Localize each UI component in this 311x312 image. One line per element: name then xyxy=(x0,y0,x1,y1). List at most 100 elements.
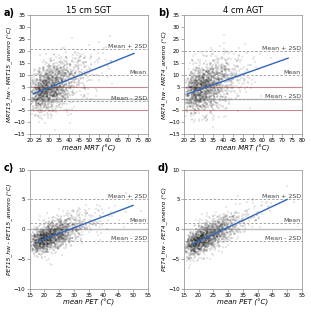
Point xyxy=(224,87,229,92)
Point xyxy=(206,79,211,84)
Point xyxy=(35,246,39,251)
Point xyxy=(210,124,215,129)
Point xyxy=(81,218,86,223)
Point xyxy=(67,82,72,87)
Point xyxy=(189,246,194,251)
Point xyxy=(189,92,194,97)
Point xyxy=(188,87,193,92)
Point xyxy=(51,91,56,96)
Point xyxy=(76,64,81,69)
Point xyxy=(49,235,54,240)
Point xyxy=(76,59,81,64)
Point xyxy=(225,231,230,236)
Point xyxy=(43,101,48,106)
Point xyxy=(184,98,189,103)
Point xyxy=(77,224,82,229)
Point xyxy=(37,77,42,82)
Point xyxy=(48,236,53,241)
Point xyxy=(202,83,207,88)
Point xyxy=(194,104,199,109)
Point xyxy=(204,236,209,241)
Point xyxy=(39,78,44,83)
Point xyxy=(195,246,200,251)
Point xyxy=(205,234,210,239)
Point xyxy=(235,222,240,227)
Point xyxy=(42,82,47,87)
Point xyxy=(226,89,231,94)
Point xyxy=(30,103,35,108)
Point xyxy=(196,66,201,71)
Point xyxy=(237,211,242,216)
Point xyxy=(200,95,205,100)
Point xyxy=(63,236,67,241)
Point xyxy=(64,219,69,224)
Point xyxy=(222,63,227,68)
Point xyxy=(28,81,33,86)
Point xyxy=(197,97,202,102)
Point xyxy=(210,231,215,236)
Point xyxy=(203,91,208,96)
Point xyxy=(210,101,215,106)
Point xyxy=(49,70,54,75)
Point xyxy=(216,75,221,80)
Point xyxy=(33,81,38,86)
Point xyxy=(215,72,220,77)
Point xyxy=(188,110,193,115)
Point xyxy=(195,258,200,263)
Point xyxy=(51,85,56,90)
Point xyxy=(231,225,236,230)
Point xyxy=(183,244,188,249)
Point xyxy=(192,88,197,93)
Point xyxy=(215,83,220,88)
Point xyxy=(212,96,217,101)
Point xyxy=(194,110,199,115)
Point xyxy=(191,86,196,91)
Point xyxy=(209,89,214,94)
Point xyxy=(59,235,64,240)
Point xyxy=(197,219,202,224)
Point xyxy=(240,217,245,222)
Point xyxy=(196,224,201,229)
Point xyxy=(45,66,50,71)
Point xyxy=(188,238,193,243)
Point xyxy=(194,98,199,103)
Point xyxy=(186,257,191,262)
Point xyxy=(207,85,212,90)
Point xyxy=(201,70,206,75)
Point xyxy=(189,95,194,100)
Point xyxy=(41,67,46,72)
Point xyxy=(42,79,47,84)
Point xyxy=(62,76,67,81)
Point xyxy=(198,236,203,241)
Point xyxy=(84,210,89,215)
Point xyxy=(208,241,213,246)
Point xyxy=(37,69,42,74)
Point xyxy=(47,236,52,241)
Point xyxy=(49,87,54,92)
Point xyxy=(187,101,192,106)
Point xyxy=(202,90,207,95)
Point xyxy=(45,75,50,80)
Point xyxy=(55,92,60,97)
Point xyxy=(45,229,50,234)
Point xyxy=(184,93,189,98)
Point xyxy=(194,98,199,103)
Point xyxy=(49,68,53,73)
Point xyxy=(49,235,54,240)
Point xyxy=(37,244,42,249)
Point xyxy=(63,70,68,75)
Point xyxy=(204,242,209,247)
Point xyxy=(217,228,222,233)
Point xyxy=(36,95,41,100)
Point xyxy=(33,237,38,242)
Point xyxy=(193,94,198,99)
Point xyxy=(64,243,69,248)
Point xyxy=(69,239,74,244)
Point xyxy=(207,79,211,84)
Point xyxy=(208,232,213,237)
Point xyxy=(48,237,53,242)
Point xyxy=(204,231,209,236)
Point xyxy=(204,239,209,244)
Point xyxy=(41,67,46,72)
Point xyxy=(209,83,214,88)
